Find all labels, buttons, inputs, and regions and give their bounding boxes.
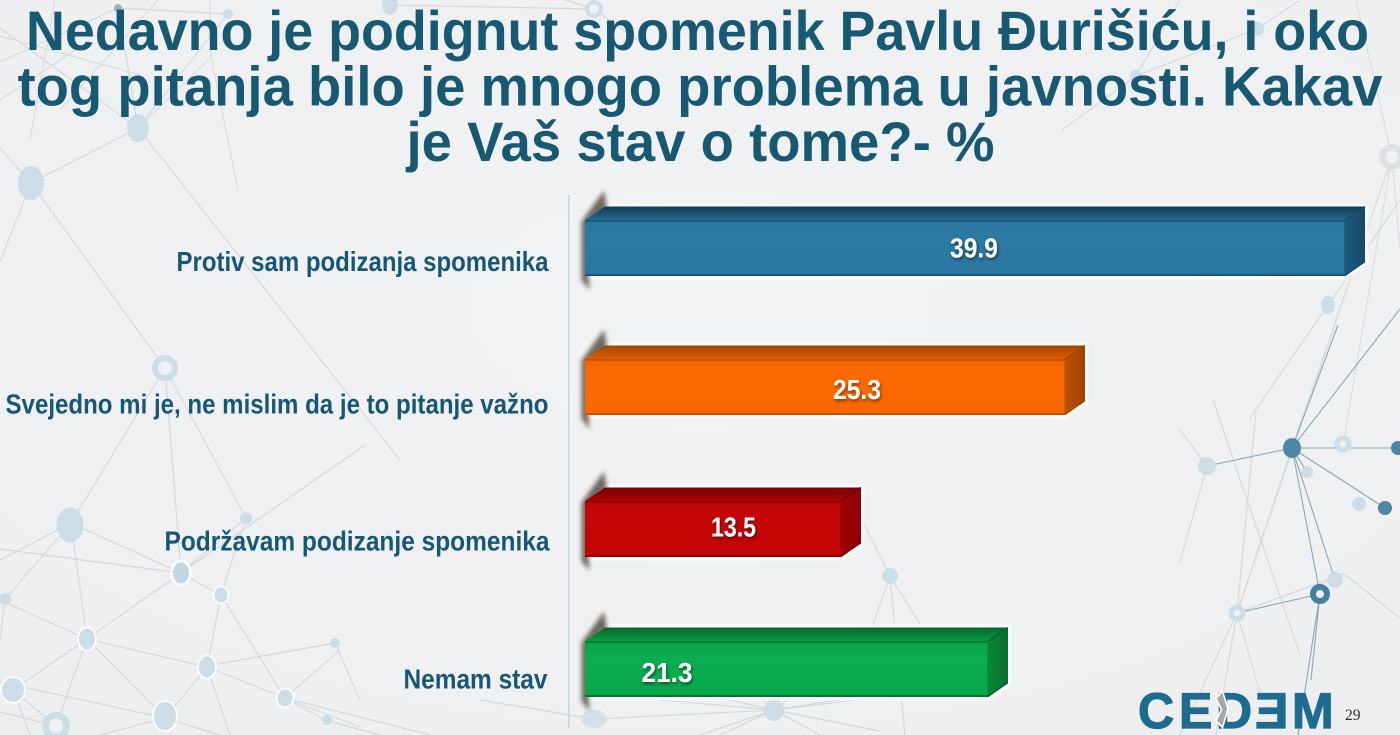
- svg-text:Protiv sam podizanja spomenika: Protiv sam podizanja spomenika: [177, 246, 549, 277]
- svg-text:tog pitanja bilo je mnogo prob: tog pitanja bilo je mnogo problema u jav…: [18, 55, 1383, 118]
- svg-text:25.3: 25.3: [833, 374, 881, 405]
- svg-text:Ǝ: Ǝ: [1255, 683, 1288, 735]
- svg-text:29: 29: [1345, 707, 1361, 724]
- svg-text:13.5: 13.5: [711, 512, 756, 543]
- svg-text:Podržavam podizanje spomenika: Podržavam podizanje spomenika: [165, 526, 550, 557]
- svg-text:Svejedno mi je, ne mislim da j: Svejedno mi je, ne mislim da je to pitan…: [6, 389, 549, 420]
- svg-text:39.9: 39.9: [950, 233, 998, 264]
- svg-text:E: E: [1179, 683, 1212, 735]
- svg-text:je Vaš stav o tome?- %: je Vaš stav o tome?- %: [406, 110, 995, 173]
- svg-text:Nemam stav: Nemam stav: [404, 664, 548, 695]
- svg-text:Nedavno je podignut spomenik P: Nedavno je podignut spomenik Pavlu Đuriš…: [26, 0, 1369, 62]
- svg-text:M: M: [1292, 683, 1334, 735]
- svg-text:21.3: 21.3: [642, 657, 693, 688]
- svg-text:C: C: [1138, 683, 1174, 735]
